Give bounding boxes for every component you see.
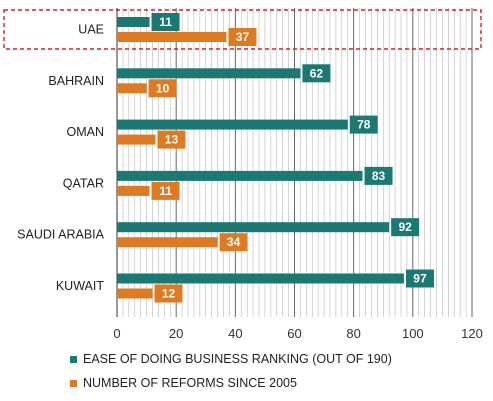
category-label: OMAN [67, 125, 105, 139]
data-label: 11 [159, 184, 172, 198]
x-tick-label: 0 [113, 326, 120, 341]
x-tick-label: 20 [169, 326, 183, 341]
x-tick-label: 40 [228, 326, 242, 341]
data-label: 37 [236, 30, 250, 44]
x-tick-label: 60 [287, 326, 301, 341]
data-label: 78 [357, 118, 371, 132]
highlight-box-group [3, 9, 482, 50]
x-tick-label: 120 [461, 326, 483, 341]
data-label: 12 [162, 287, 176, 301]
category-label: QATAR [63, 176, 104, 190]
data-label: 83 [372, 169, 386, 183]
x-tick-label: 100 [402, 326, 424, 341]
data-label: 11 [159, 15, 172, 29]
bar [117, 134, 156, 145]
bar [117, 288, 153, 299]
legend-label-ranking: EASE OF DOING BUSINESS RANKING (OUT OF 1… [83, 352, 392, 366]
legend-swatch-ranking [70, 355, 77, 363]
category-label: UAE [78, 23, 104, 37]
data-label: 92 [398, 220, 412, 234]
x-tick-label: 80 [346, 326, 360, 341]
legend-item-reforms: NUMBER OF REFORMS SINCE 2005 [70, 376, 297, 390]
bar [117, 83, 147, 94]
data-label-box [302, 64, 331, 83]
category-label: KUWAIT [56, 279, 105, 293]
bar [117, 32, 227, 42]
legend-label-reforms: NUMBER OF REFORMS SINCE 2005 [83, 376, 297, 390]
bar [117, 119, 348, 130]
data-label-box [219, 233, 248, 252]
x-tick-labels-group: 0 20 40 60 80 100 120 [113, 326, 482, 341]
data-label: 34 [227, 235, 241, 249]
category-labels-group: UAE BAHRAIN OMAN QATAR SAUDI ARABIA KUWAIT [17, 23, 104, 294]
data-label-box [157, 130, 186, 149]
data-label-box [228, 28, 257, 46]
data-label-box [364, 166, 393, 185]
category-label: SAUDI ARABIA [17, 228, 104, 242]
data-label-box [151, 13, 180, 31]
data-label-box [405, 269, 434, 288]
category-label: BAHRAIN [48, 74, 104, 88]
data-label-box [148, 79, 177, 98]
data-label: 13 [165, 133, 179, 147]
bars-group: 11 37 62 10 78 13 83 11 92 34 97 12 [117, 13, 434, 303]
data-label-box [154, 284, 183, 303]
bar [117, 68, 301, 79]
data-label-box [349, 115, 378, 134]
bar [117, 170, 363, 181]
data-label: 97 [413, 272, 427, 286]
highlight-box [3, 9, 482, 50]
legend-swatch-reforms [70, 379, 77, 387]
data-label: 10 [156, 81, 170, 95]
bar [117, 222, 390, 233]
bar [117, 237, 218, 248]
data-label-box [391, 218, 420, 237]
bar [117, 185, 150, 196]
legend-item-ranking: EASE OF DOING BUSINESS RANKING (OUT OF 1… [70, 352, 392, 366]
bar [117, 17, 150, 27]
data-label: 62 [310, 66, 324, 80]
data-label-box [151, 181, 180, 200]
bar [117, 273, 404, 284]
grid-lines [116, 8, 473, 317]
